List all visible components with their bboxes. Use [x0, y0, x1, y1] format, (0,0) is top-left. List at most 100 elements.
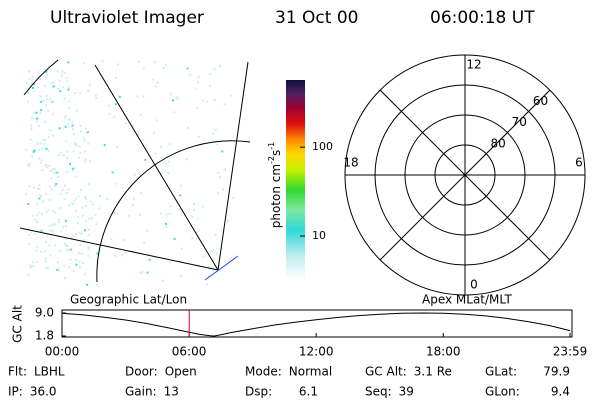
speckle: [71, 124, 74, 127]
speckle: [108, 219, 111, 222]
speckle: [46, 235, 49, 238]
speckle: [46, 98, 49, 101]
speckle: [52, 85, 55, 88]
speckle: [79, 130, 82, 133]
speckle: [32, 112, 35, 114]
speckle: [80, 232, 83, 235]
speckle: [155, 119, 158, 122]
speckle: [32, 87, 34, 89]
speckle: [202, 99, 205, 102]
speckle: [132, 125, 135, 128]
speckle: [32, 214, 34, 217]
label-part: photon cm: [269, 164, 283, 228]
speckle: [98, 195, 101, 197]
speckle: [152, 78, 155, 81]
speckle: [133, 173, 136, 176]
speckle: [195, 106, 198, 109]
speckle: [28, 242, 31, 245]
speckle: [37, 211, 40, 214]
speckle: [37, 187, 40, 190]
speckle: [196, 217, 199, 220]
speckle: [84, 229, 86, 232]
speckle: [27, 234, 30, 236]
speckle: [86, 283, 88, 286]
speckle: [209, 85, 212, 87]
speckle: [94, 94, 97, 97]
speckle: [28, 165, 31, 168]
speckle: [155, 85, 157, 88]
speckle: [55, 182, 58, 185]
speckle: [87, 246, 90, 248]
speckle: [214, 128, 217, 131]
speckle: [167, 172, 170, 175]
speckle: [232, 196, 235, 199]
speckle: [25, 148, 28, 151]
speckle: [74, 144, 77, 147]
speckle: [210, 250, 213, 253]
speckle: [209, 73, 212, 76]
speckle: [68, 86, 70, 89]
speckle: [82, 62, 85, 65]
speckle: [87, 90, 90, 93]
speckle: [212, 259, 214, 262]
speckle: [77, 222, 79, 225]
speckle: [47, 110, 50, 112]
speckle: [125, 122, 128, 125]
speckle: [51, 224, 54, 226]
speckle: [45, 267, 48, 270]
speckle: [58, 79, 61, 82]
speckle: [148, 258, 151, 261]
speckle: [78, 145, 81, 148]
speckle: [59, 192, 62, 195]
speckle: [68, 266, 71, 269]
info-label: Door:: [125, 365, 158, 379]
speckle: [37, 71, 40, 74]
speckle: [71, 121, 74, 124]
speckle: [215, 253, 218, 256]
speckle: [40, 229, 43, 232]
speckle: [123, 239, 126, 241]
speckle: [113, 211, 116, 214]
speckle: [139, 214, 141, 216]
speckle: [223, 168, 226, 171]
speckle: [87, 228, 90, 231]
speckle: [187, 126, 189, 129]
speckle: [71, 167, 74, 170]
speckle: [137, 60, 140, 63]
speckle: [82, 262, 84, 265]
speckle: [28, 77, 31, 80]
x-tick-label: 23:59: [553, 345, 588, 359]
speckle: [63, 116, 66, 119]
speckle: [51, 210, 54, 213]
speckle: [197, 136, 200, 138]
speckle: [68, 163, 71, 166]
speckle: [50, 177, 53, 180]
speckle: [57, 269, 60, 272]
speckle: [217, 171, 220, 174]
speckle: [44, 250, 47, 253]
speckle: [48, 199, 51, 201]
speckle: [74, 175, 77, 178]
speckle: [83, 140, 86, 142]
speckle: [180, 247, 183, 250]
info-label: GLat:: [485, 365, 517, 379]
speckle: [164, 225, 167, 228]
speckle: [75, 233, 77, 235]
speckle: [195, 231, 198, 234]
right-label: Apex MLat/MLT: [422, 293, 512, 307]
speckle: [219, 175, 222, 178]
speckle: [168, 143, 171, 146]
speckle: [78, 231, 81, 234]
speckle: [197, 75, 200, 78]
speckle: [30, 138, 33, 141]
speckle: [88, 83, 91, 86]
y-axis-label: GC Alt: [11, 305, 25, 343]
speckle: [44, 257, 47, 260]
speckle: [39, 111, 42, 114]
colorbar: [286, 80, 305, 280]
speckle: [74, 142, 77, 145]
speckle: [116, 63, 119, 66]
speckle: [222, 188, 224, 191]
speckle: [39, 161, 42, 164]
speckle: [115, 76, 118, 79]
